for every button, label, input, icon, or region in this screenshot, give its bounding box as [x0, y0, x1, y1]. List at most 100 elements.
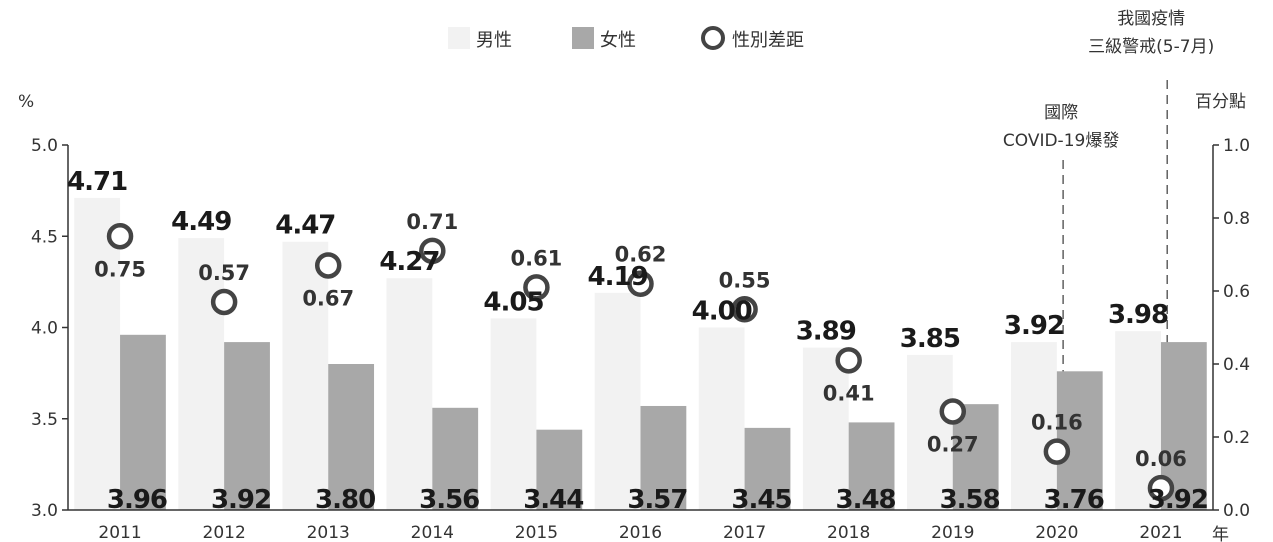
bar-female	[224, 342, 270, 510]
right-tick-label: 0.4	[1223, 355, 1250, 375]
right-tick-label: 0.8	[1223, 209, 1250, 229]
legend-label-gap: 性別差距	[732, 30, 804, 51]
left-tick-label: 5.0	[31, 136, 58, 156]
x-tick-label: 2020	[1035, 523, 1078, 542]
bar-female	[536, 429, 583, 510]
label-male: 4.47	[275, 211, 335, 241]
label-gap: 0.75	[94, 257, 146, 281]
label-male: 4.05	[483, 287, 543, 317]
gap-marker	[1043, 438, 1071, 465]
label-gap: 0.27	[927, 432, 979, 456]
x-tick-label: 2014	[411, 523, 454, 542]
bar-female	[744, 427, 791, 510]
label-gap: 0.57	[198, 261, 250, 285]
label-gap: 0.67	[302, 286, 354, 310]
right-tick-label: 0.6	[1223, 282, 1250, 302]
legend-label-male: 男性	[476, 30, 512, 51]
left-tick-label: 4.5	[31, 227, 58, 247]
label-female: 3.48	[836, 485, 896, 515]
annotation-text: 國際	[1044, 103, 1078, 123]
label-male: 3.92	[1004, 311, 1064, 341]
gap-marker	[314, 252, 342, 279]
left-tick-label: 3.0	[31, 501, 58, 521]
label-gap: 0.55	[719, 268, 771, 292]
label-gap: 0.41	[823, 381, 875, 405]
legend-swatch-male	[448, 27, 470, 49]
label-gap: 0.06	[1135, 447, 1187, 471]
gap-marker	[835, 347, 862, 374]
label-gap: 0.61	[510, 246, 562, 270]
left-tick-label: 4.0	[31, 319, 58, 339]
right-tick-label: 0.2	[1223, 428, 1250, 448]
x-axis-unit: 年	[1212, 525, 1229, 542]
bar-female	[328, 364, 375, 510]
label-gap: 0.71	[406, 210, 458, 234]
x-tick-label: 2013	[307, 523, 350, 542]
bar-male	[178, 238, 225, 510]
x-tick-label: 2021	[1139, 523, 1182, 542]
bar-female	[120, 334, 166, 510]
gap-marker	[627, 270, 654, 297]
gap-marker	[1147, 474, 1175, 502]
legend-label-female: 女性	[600, 30, 636, 51]
label-male: 3.98	[1108, 300, 1168, 330]
label-female: 3.45	[731, 485, 791, 515]
gap-marker	[106, 223, 134, 250]
label-female: 3.58	[940, 485, 1000, 515]
gap-marker	[939, 398, 967, 425]
x-tick-label: 2011	[98, 523, 141, 542]
bar-male	[594, 292, 641, 510]
bar-male	[802, 347, 849, 510]
label-female: 3.57	[627, 485, 687, 515]
x-tick-label: 2017	[723, 523, 766, 542]
gap-marker	[731, 296, 758, 323]
x-tick-label: 2015	[515, 523, 558, 542]
x-tick-label: 2019	[931, 523, 974, 542]
right-tick-label: 0.0	[1223, 501, 1250, 521]
bar-female	[1056, 371, 1103, 510]
bar-male	[386, 278, 433, 510]
annotation-text: 三級警戒(5-7月)	[1088, 37, 1214, 57]
gap-markers	[106, 223, 1175, 502]
bar-male	[698, 327, 745, 510]
label-female: 3.92	[211, 485, 271, 515]
label-male: 4.00	[692, 297, 752, 327]
label-male: 4.19	[588, 262, 648, 292]
label-female: 3.44	[523, 485, 583, 515]
gap-marker	[523, 274, 550, 301]
legend-marker-gap	[701, 26, 725, 50]
label-male: 4.49	[171, 207, 231, 237]
left-axis-unit: %	[18, 92, 34, 112]
label-female: 3.96	[107, 485, 167, 515]
label-female: 3.56	[419, 485, 479, 515]
left-tick-label: 3.5	[31, 410, 58, 430]
bar-male	[490, 318, 537, 510]
bar-male	[74, 197, 121, 511]
x-tick-label: 2012	[203, 523, 246, 542]
label-gap: 0.16	[1031, 411, 1083, 435]
label-gap: 0.62	[615, 243, 667, 267]
label-female: 3.92	[1148, 485, 1208, 515]
legend-swatch-female	[572, 27, 594, 49]
bar-male	[1011, 342, 1057, 510]
bar-male	[906, 354, 953, 510]
x-tick-label: 2018	[827, 523, 870, 542]
data-labels: 4.71 3.96 4.49 3.92 4.47 3.80 4.27 3.56 4.05 3.44…	[67, 167, 1209, 515]
axes: 2011 2012 2013 2014 2015 2016 2017 2018 2019 2020…	[31, 136, 1250, 542]
gap-marker	[419, 237, 446, 265]
label-male: 3.85	[900, 324, 960, 354]
gap-marker	[210, 288, 238, 316]
x-tick-label: 2016	[619, 523, 662, 542]
label-female: 3.76	[1044, 485, 1104, 515]
bar-male	[282, 241, 329, 510]
legend: 男性 女性 性別差距	[448, 26, 804, 51]
annotation-text: COVID-19爆發	[1003, 131, 1119, 151]
label-female: 3.80	[315, 485, 375, 515]
label-male: 3.89	[796, 317, 856, 347]
right-tick-label: 1.0	[1223, 136, 1250, 156]
annotation-text: 我國疫情	[1117, 9, 1185, 29]
bar-female	[848, 422, 895, 510]
bars	[74, 197, 1207, 511]
